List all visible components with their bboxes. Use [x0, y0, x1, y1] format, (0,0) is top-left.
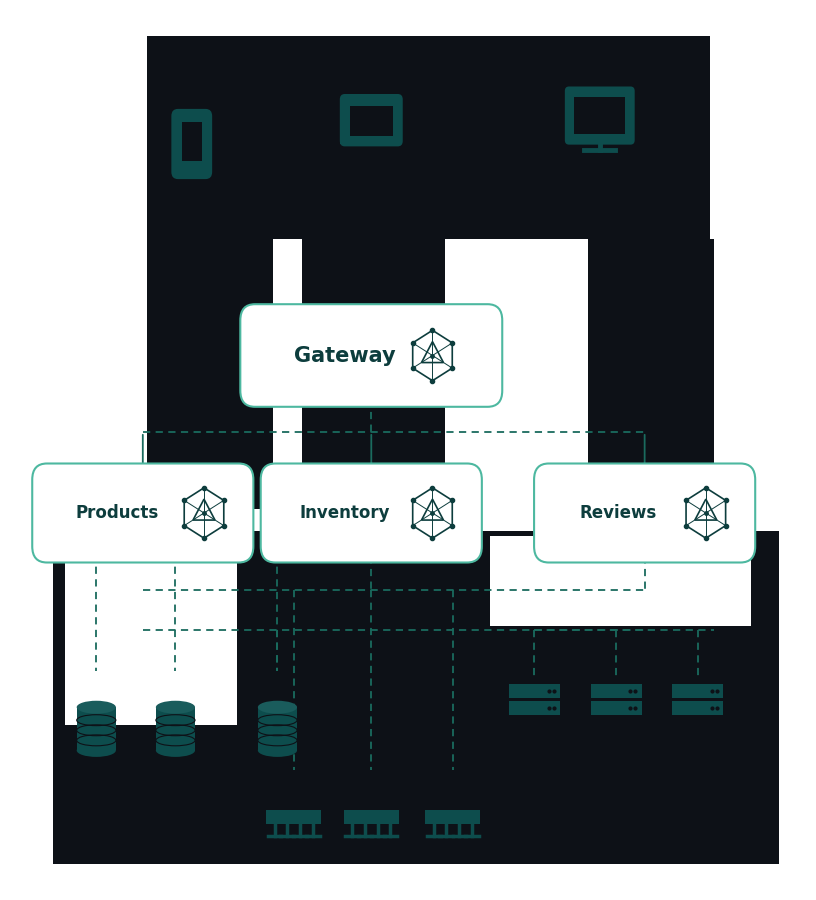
Bar [77, 707, 116, 751]
Bar [509, 700, 560, 715]
Bar [591, 684, 641, 698]
Bar [344, 810, 399, 824]
Ellipse shape [258, 701, 297, 714]
Ellipse shape [77, 701, 116, 714]
Text: Reviews: Reviews [580, 504, 657, 522]
Bar [156, 707, 195, 751]
Bar [53, 531, 779, 864]
Text: Products: Products [75, 504, 158, 522]
Bar [147, 238, 273, 508]
FancyBboxPatch shape [171, 109, 212, 179]
Bar [591, 700, 641, 715]
FancyBboxPatch shape [240, 304, 502, 407]
Ellipse shape [156, 744, 195, 757]
Bar [258, 707, 297, 751]
Ellipse shape [156, 701, 195, 714]
Bar [182, 122, 202, 161]
Bar [672, 684, 723, 698]
FancyBboxPatch shape [339, 94, 403, 147]
Bar [147, 36, 710, 238]
Text: Inventory: Inventory [300, 504, 390, 522]
Ellipse shape [77, 744, 116, 757]
Bar [672, 700, 723, 715]
Bar [588, 238, 714, 508]
FancyBboxPatch shape [565, 86, 635, 145]
Bar [509, 684, 560, 698]
Bar [266, 810, 322, 824]
Bar [65, 526, 237, 725]
Bar [340, 137, 402, 144]
Bar [302, 342, 445, 508]
Bar [490, 536, 751, 626]
FancyBboxPatch shape [534, 464, 756, 562]
Bar [574, 97, 625, 134]
Bar [425, 810, 481, 824]
Bar [350, 106, 392, 136]
Ellipse shape [258, 744, 297, 757]
FancyBboxPatch shape [261, 464, 481, 562]
Bar [302, 238, 445, 342]
FancyBboxPatch shape [32, 464, 253, 562]
Text: Gateway: Gateway [295, 346, 396, 365]
